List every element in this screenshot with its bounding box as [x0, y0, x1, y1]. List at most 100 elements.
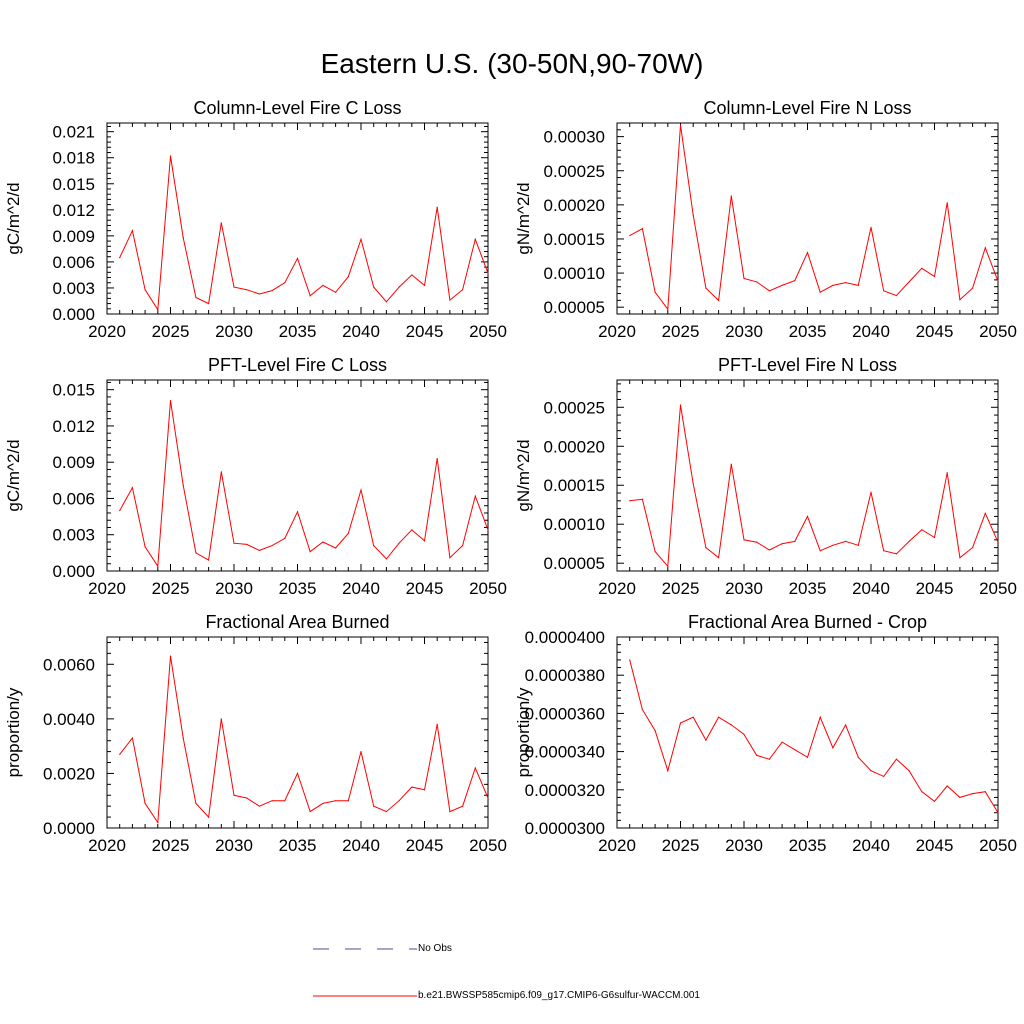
data-point	[908, 540, 910, 542]
data-point	[654, 291, 656, 293]
data-point	[284, 537, 286, 539]
data-point	[895, 553, 898, 555]
y-tick-label: 0.000	[52, 562, 95, 581]
y-axis-label: proportion/y	[514, 687, 533, 777]
data-point	[144, 289, 146, 291]
x-tick-label: 2035	[789, 579, 827, 598]
data-point	[462, 805, 464, 807]
data-point	[718, 299, 720, 301]
data-point	[921, 791, 923, 793]
data-point	[768, 549, 771, 551]
data-point	[373, 286, 375, 288]
x-tick-label: 2030	[725, 322, 763, 341]
data-point	[411, 529, 413, 531]
data-point	[208, 559, 210, 561]
data-point	[819, 716, 821, 718]
data-point	[335, 547, 337, 549]
data-point	[195, 296, 197, 299]
data-point	[705, 739, 707, 741]
y-tick-label: 0.00015	[544, 476, 605, 495]
y-tick-label: 0.0060	[43, 655, 95, 674]
x-tick-label: 2050	[979, 322, 1017, 341]
panel-title: Column-Level Fire C Loss	[193, 98, 401, 118]
data-point	[449, 557, 451, 559]
data-point	[131, 230, 133, 232]
data-point	[449, 299, 451, 301]
y-tick-label: 0.000	[52, 305, 95, 324]
y-tick-label: 0.00020	[544, 196, 605, 215]
data-point	[870, 226, 872, 228]
data-point	[398, 800, 400, 802]
data-point	[462, 289, 464, 291]
data-point	[845, 540, 847, 542]
data-point	[423, 789, 426, 791]
data-point	[487, 529, 489, 531]
chart-panel-5: Fractional Area Burned proportion/y 2020 20…	[4, 612, 507, 855]
data-point	[629, 659, 631, 661]
data-point	[411, 786, 413, 788]
y-tick-label: 0.00005	[544, 298, 605, 317]
data-point	[309, 811, 311, 813]
y-tick-label: 0.00025	[544, 162, 605, 181]
data-point	[870, 770, 872, 772]
data-point	[436, 457, 438, 460]
data-point	[845, 724, 847, 726]
data-point	[182, 484, 184, 486]
data-point	[423, 540, 426, 542]
x-tick-label: 2025	[662, 579, 700, 598]
data-point	[449, 811, 451, 813]
x-tick-label: 2035	[279, 836, 317, 855]
y-tick-label: 0.00010	[544, 264, 605, 283]
x-tick-label: 2035	[279, 579, 317, 598]
x-tick-label: 2020	[88, 836, 126, 855]
data-point	[220, 222, 222, 224]
x-tick-label: 2020	[598, 836, 636, 855]
data-point	[972, 287, 974, 289]
x-tick-label: 2030	[725, 579, 763, 598]
data-point	[857, 756, 859, 758]
data-point	[385, 301, 387, 303]
series-line-1	[629, 404, 999, 568]
data-point	[718, 557, 720, 559]
x-tick-label: 2020	[88, 579, 126, 598]
data-point	[641, 708, 644, 711]
data-point	[832, 544, 834, 546]
data-point	[832, 284, 834, 286]
data-point	[271, 289, 273, 292]
data-point	[756, 281, 758, 283]
data-point	[398, 286, 400, 288]
x-tick-label: 2025	[152, 322, 190, 341]
y-tick-label: 0.015	[52, 175, 95, 194]
x-tick-label: 2035	[789, 836, 827, 855]
x-tick-label: 2045	[916, 836, 954, 855]
y-axis-label: proportion/y	[4, 687, 23, 777]
data-point	[220, 471, 222, 473]
x-tick-label: 2025	[662, 836, 700, 855]
x-tick-label: 2030	[725, 836, 763, 855]
data-point	[233, 794, 235, 796]
x-tick-label: 2040	[342, 579, 380, 598]
data-point	[641, 228, 644, 230]
legend-label-run: b.e21.BWSSP585cmip6.f09_g17.CMIP6-G6sulf…	[418, 990, 700, 1001]
data-point	[705, 287, 707, 289]
y-tick-label: 0.00010	[544, 515, 605, 534]
data-point	[284, 800, 286, 802]
data-point	[258, 549, 260, 552]
data-point	[908, 770, 910, 772]
chart-panel-2: Column-Level Fire N Loss gN/m^2/d 2020 2025…	[514, 98, 1017, 341]
data-point	[398, 542, 400, 544]
data-point	[169, 155, 172, 157]
y-tick-label: 0.003	[52, 526, 95, 545]
y-tick-label: 0.00030	[544, 128, 605, 147]
data-point	[794, 279, 796, 282]
x-tick-label: 2040	[852, 579, 890, 598]
y-axis-label: gC/m^2/d	[4, 182, 23, 254]
data-point	[474, 495, 476, 497]
data-point	[883, 550, 885, 552]
plot-frame	[106, 122, 489, 315]
panel-title: PFT-Level Fire C Loss	[208, 355, 387, 375]
data-point	[629, 500, 631, 502]
data-point	[182, 237, 184, 239]
x-tick-label: 2020	[598, 579, 636, 598]
y-tick-label: 0.021	[52, 123, 95, 142]
